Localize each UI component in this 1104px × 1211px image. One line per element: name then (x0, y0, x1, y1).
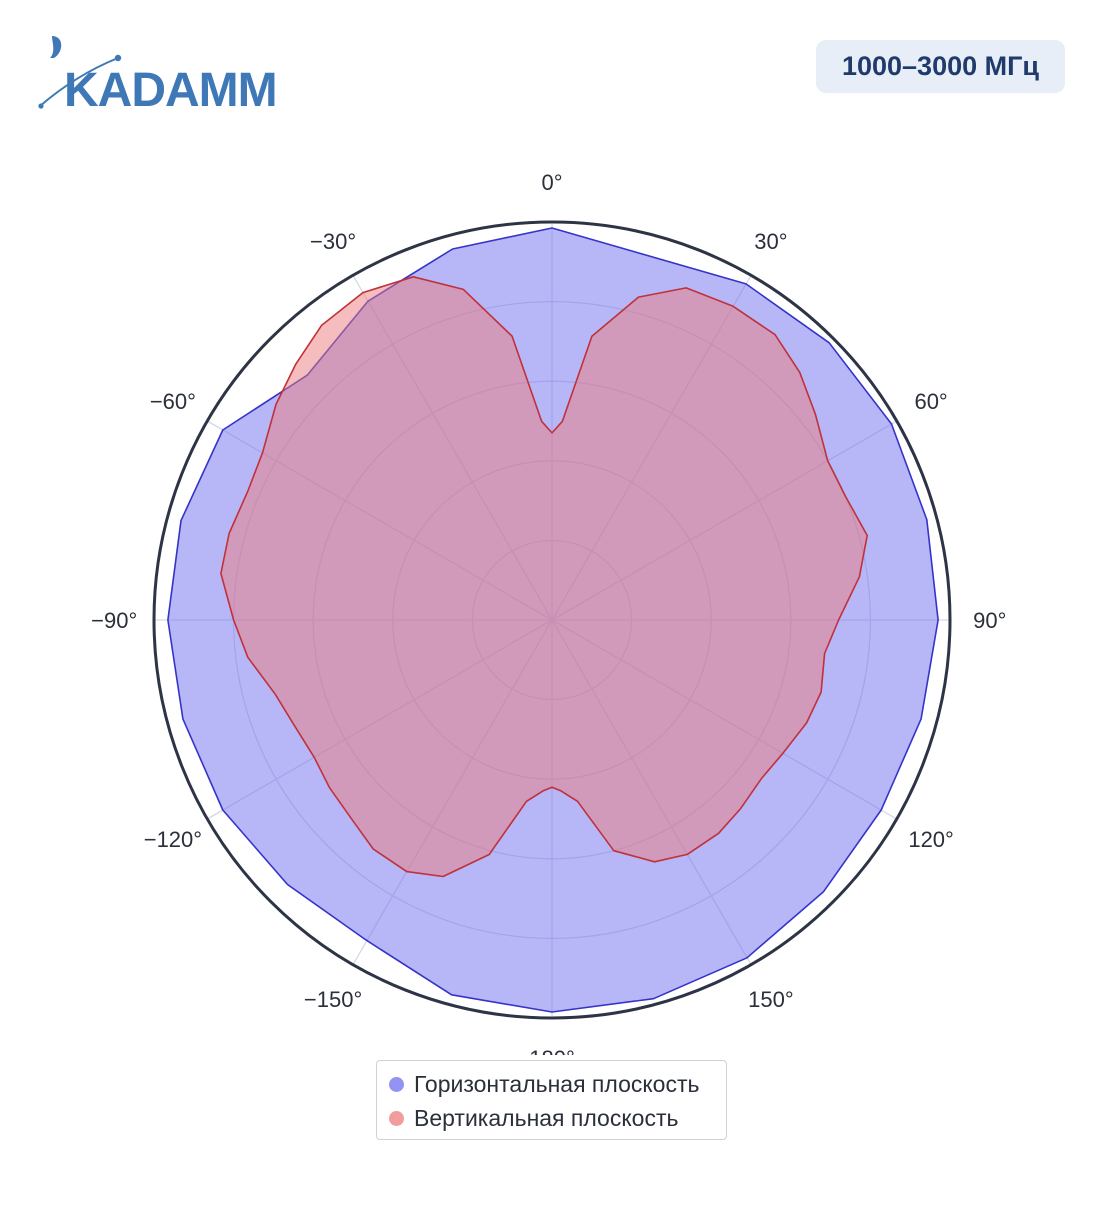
legend-item-horizontal[interactable]: Горизонтальная плоскость (389, 1067, 714, 1101)
angle-tick-label: 90° (973, 608, 1006, 633)
chart-legend: Горизонтальная плоскость Вертикальная пл… (376, 1060, 727, 1140)
legend-swatch-horizontal (389, 1076, 404, 1092)
legend-swatch-vertical (389, 1110, 404, 1126)
kadamm-logo: KADAMM (38, 36, 278, 114)
angle-tick-label: −90° (91, 608, 137, 633)
logo-mark (50, 36, 62, 58)
angle-tick-label: 60° (914, 389, 947, 414)
legend-label-vertical: Вертикальная плоскость (414, 1104, 679, 1131)
angle-tick-label: 30° (754, 229, 787, 254)
series-area-1 (220, 276, 868, 878)
logo-wordmark: KADAMM (64, 64, 277, 114)
angle-tick-label: −150° (304, 987, 362, 1012)
legend-item-vertical[interactable]: Вертикальная плоскость (389, 1101, 714, 1135)
polar-frame (152, 220, 952, 1020)
polar-outer-ring (152, 220, 952, 1020)
angle-tick-label: 0° (541, 170, 562, 195)
angle-tick-label: 120° (908, 827, 954, 852)
angle-tick-label: 150° (748, 987, 794, 1012)
polar-radiation-chart: 0° 30° 60° 90° 120° 150° 180° −150° −120° −90° −60… (91, 170, 1006, 1055)
legend-label-horizontal: Горизонтальная плоскость (414, 1070, 700, 1097)
angle-tick-label: −30° (310, 229, 356, 254)
angle-labels: 0° 30° 60° 90° 120° 150° 180° −150° −120° −90° −60… (91, 170, 1006, 1055)
series-layer (167, 227, 939, 1013)
angle-tick-label: −60° (150, 389, 196, 414)
angle-tick-label: 180° (529, 1046, 575, 1055)
angle-tick-label: −120° (144, 827, 202, 852)
frequency-badge: 1000–3000 МГц (816, 40, 1065, 93)
